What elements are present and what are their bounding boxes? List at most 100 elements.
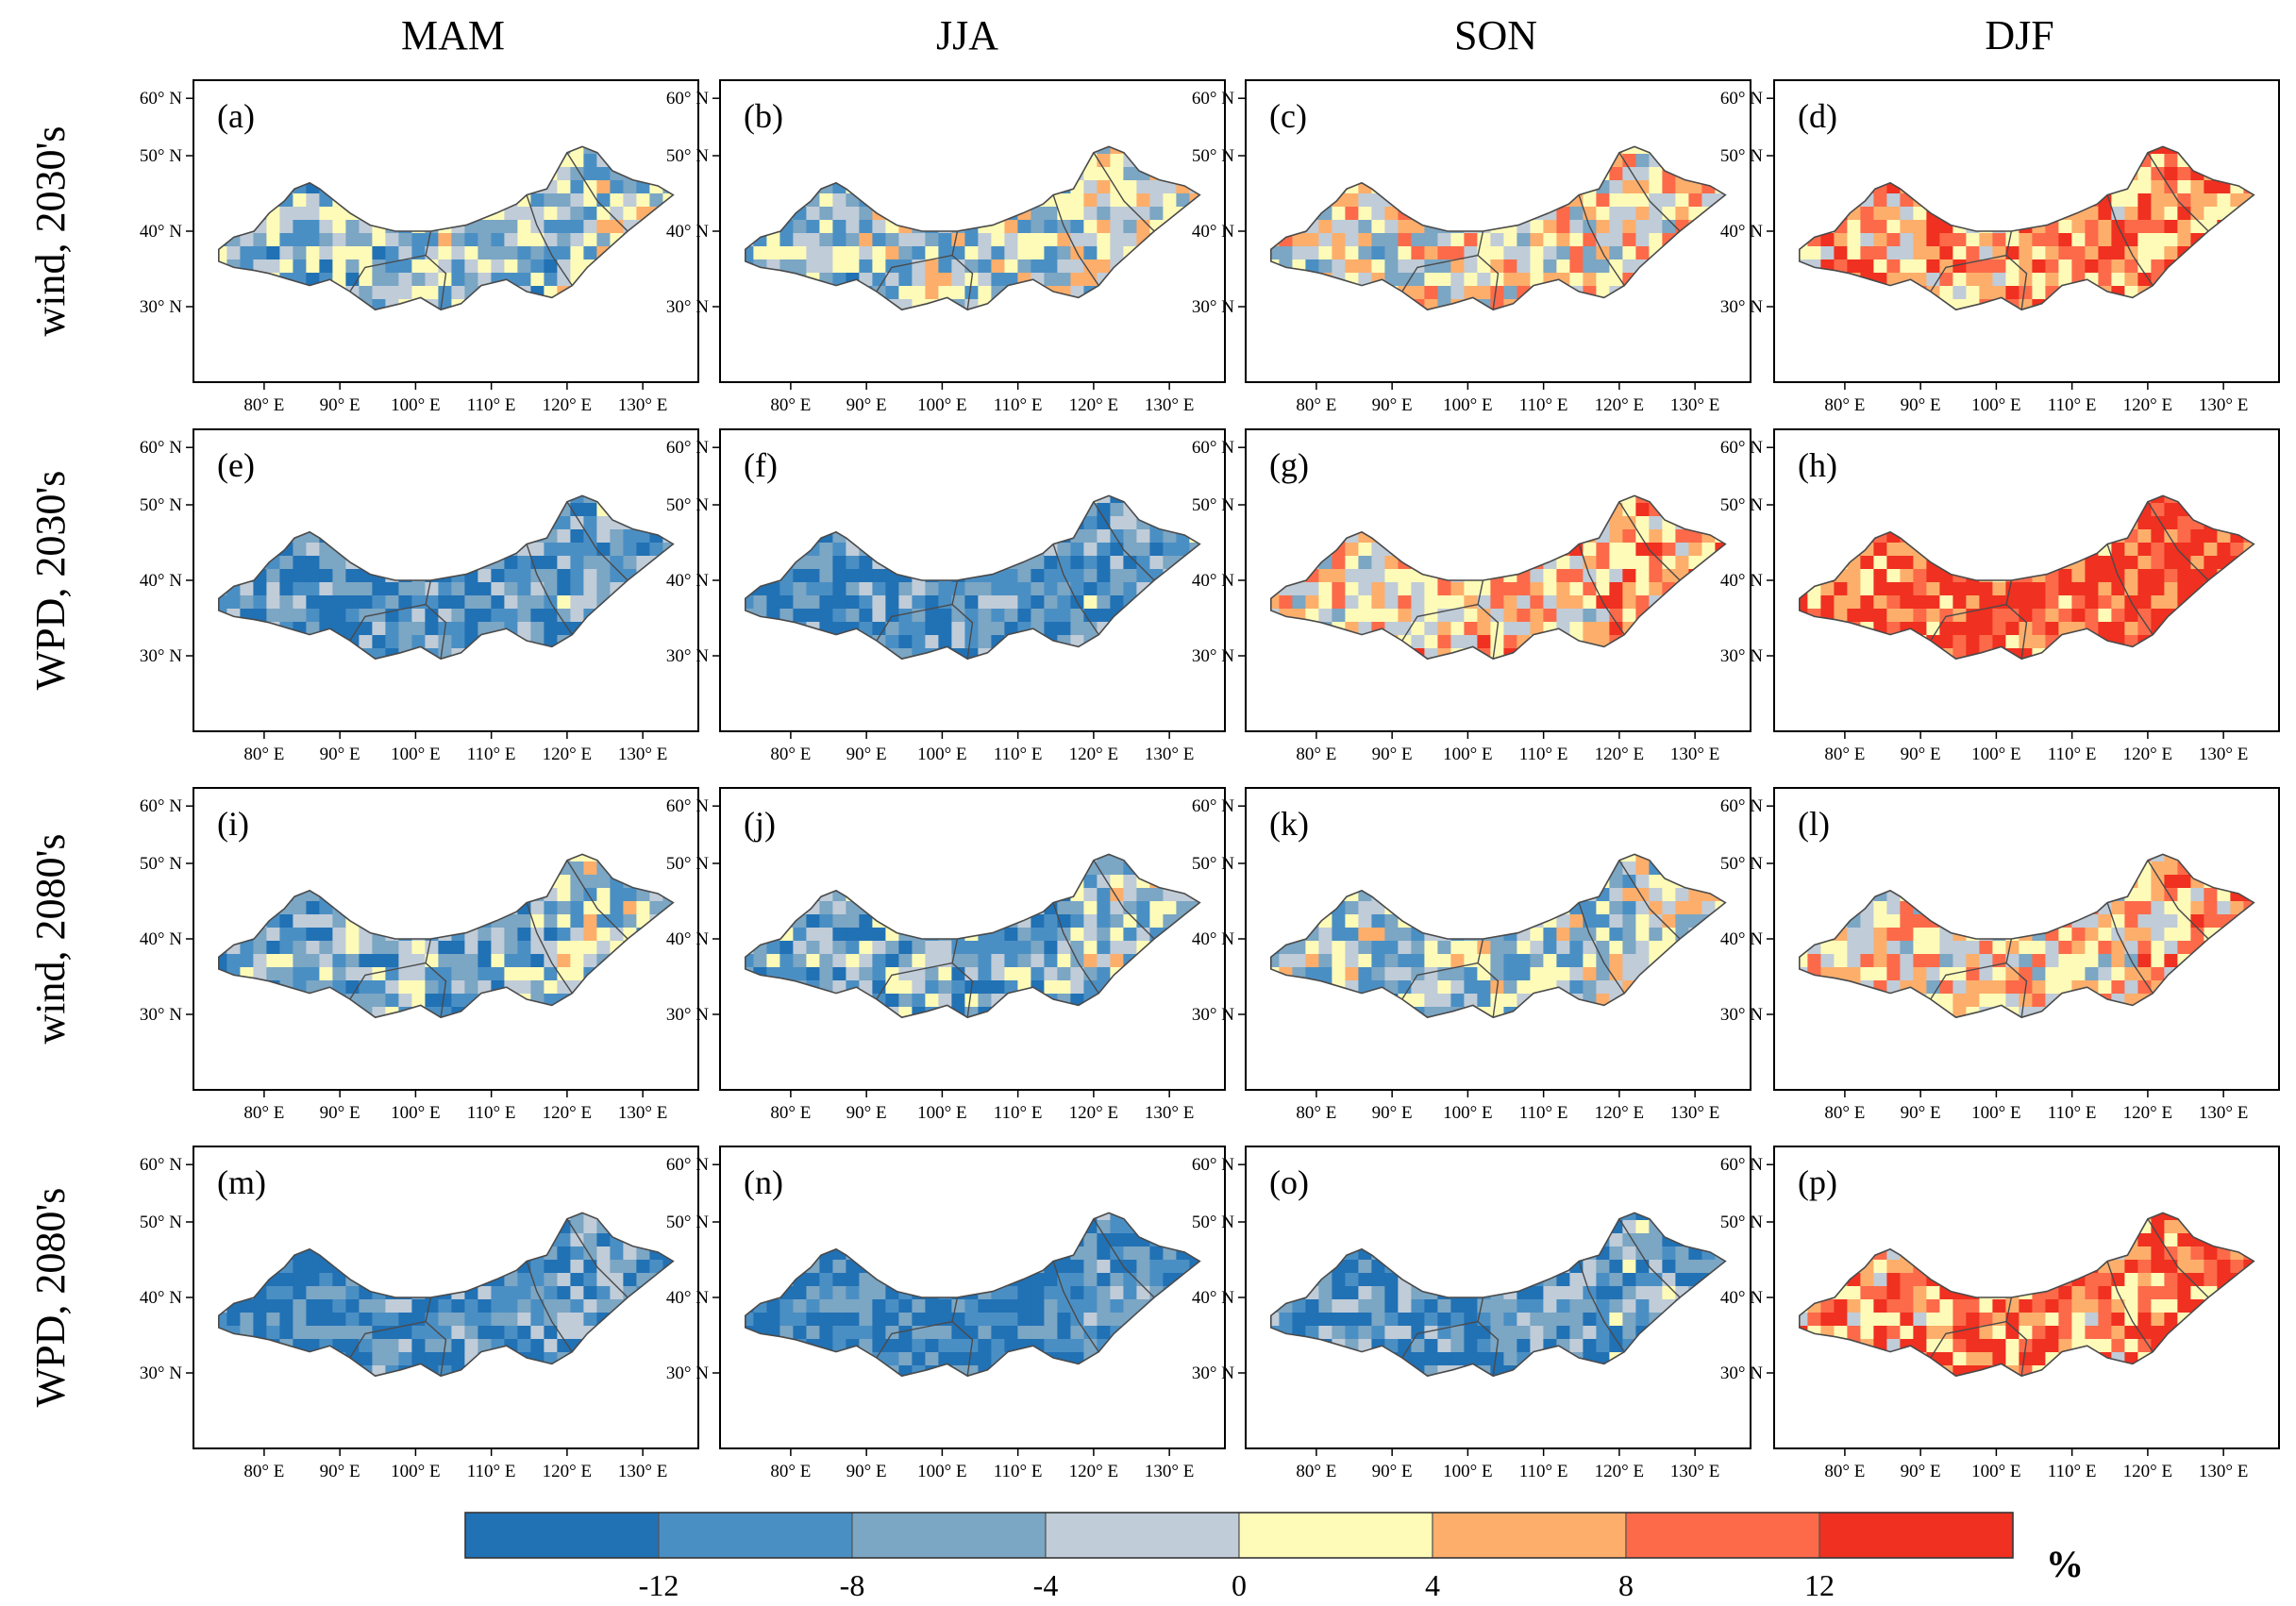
lat-tick-label: 60° N	[140, 89, 182, 109]
lat-tick-label: 50° N	[666, 146, 709, 166]
lon-tick-label: 80° E	[770, 1462, 811, 1481]
map-panel: (c) 60° N 50° N 40° N 30° N 80° E 90° E 100° E 1…	[1192, 79, 1751, 415]
lat-tick-label: 50° N	[1720, 495, 1763, 515]
lon-tick-label: 110° E	[1519, 1103, 1568, 1123]
province-boundary	[1930, 254, 2007, 293]
lon-tick-label: 80° E	[243, 1103, 284, 1123]
row-title: wind, 2080's	[27, 833, 74, 1044]
lat-tick-label: 60° N	[1720, 1155, 1763, 1175]
lat-tick-label: 40° N	[140, 222, 182, 242]
lon-tick-label: 100° E	[917, 744, 966, 764]
lon-tick-label: 80° E	[770, 395, 811, 415]
lon-tick-label: 80° E	[770, 744, 811, 764]
lat-tick-label: 50° N	[666, 495, 709, 515]
lon-tick-label: 120° E	[2123, 744, 2172, 764]
colorbar-tick-label: -12	[639, 1568, 679, 1602]
region-outline	[744, 145, 1201, 311]
province-boundary	[1930, 962, 2007, 1000]
lon-tick-label: 100° E	[391, 395, 440, 415]
lat-tick-label: 60° N	[666, 1155, 709, 1175]
panel-letter: (b)	[744, 97, 783, 135]
lat-tick-label: 60° N	[666, 89, 709, 109]
lon-tick-label: 100° E	[1443, 744, 1492, 764]
colorbar-tick-label: 0	[1232, 1568, 1247, 1602]
lon-tick-label: 100° E	[917, 1103, 966, 1123]
province-boundary	[1618, 1218, 1681, 1298]
lat-tick-label: 50° N	[140, 1213, 182, 1232]
lon-tick-label: 120° E	[2123, 1103, 2172, 1123]
lon-tick-label: 100° E	[917, 395, 966, 415]
lon-tick-label: 100° E	[1971, 1462, 2020, 1481]
lat-tick-label: 60° N	[1192, 1155, 1234, 1175]
province-boundary	[566, 501, 628, 581]
colorbar-swatch	[851, 1512, 1047, 1559]
map-panel: (g) 60° N 50° N 40° N 30° N 80° E 90° E 100° E 1…	[1192, 428, 1751, 764]
panel-letter: (k)	[1269, 805, 1309, 843]
map-panel: (d) 60° N 50° N 40° N 30° N 80° E 90° E 100° E 1…	[1720, 79, 2280, 415]
lat-tick-label: 30° N	[666, 1005, 709, 1025]
lon-tick-label: 130° E	[1670, 395, 1719, 415]
province-boundary	[2005, 230, 2028, 310]
lon-tick-label: 90° E	[1372, 744, 1413, 764]
province-boundary	[425, 579, 447, 660]
lat-tick-label: 60° N	[1720, 796, 1763, 816]
province-boundary	[1578, 902, 1625, 994]
lon-tick-label: 100° E	[1443, 1462, 1492, 1481]
lat-tick-label: 60° N	[1192, 796, 1234, 816]
lat-tick-label: 50° N	[1192, 854, 1234, 874]
province-boundary	[425, 938, 447, 1018]
lat-tick-label: 40° N	[1192, 929, 1234, 949]
province-boundary	[1578, 194, 1625, 286]
lon-tick-label: 130° E	[1145, 1103, 1194, 1123]
lon-tick-label: 110° E	[2048, 395, 2097, 415]
lon-tick-label: 80° E	[243, 1462, 284, 1481]
lon-tick-label: 120° E	[543, 1103, 592, 1123]
lon-tick-label: 80° E	[1824, 395, 1865, 415]
lat-tick-label: 40° N	[140, 1288, 182, 1308]
region-outline	[1270, 853, 1727, 1019]
lat-tick-label: 50° N	[1720, 146, 1763, 166]
province-boundary	[1930, 1320, 2007, 1359]
province-boundary	[1401, 1320, 1479, 1359]
lon-tick-label: 120° E	[2123, 395, 2172, 415]
province-boundary	[1618, 860, 1681, 940]
lat-tick-label: 40° N	[1720, 222, 1763, 242]
lat-tick-label: 30° N	[140, 646, 182, 666]
lat-tick-label: 30° N	[140, 297, 182, 317]
lat-tick-label: 40° N	[666, 222, 709, 242]
panel-letter: (m)	[217, 1163, 266, 1201]
column-title: SON	[1454, 12, 1537, 59]
lon-tick-label: 120° E	[1069, 1462, 1118, 1481]
lon-tick-label: 90° E	[1372, 395, 1413, 415]
panel-letter: (f)	[744, 446, 778, 484]
province-boundary	[876, 603, 953, 642]
colorbar-tick-label: 12	[1804, 1568, 1835, 1602]
lon-tick-label: 110° E	[467, 744, 516, 764]
panel-letter: (h)	[1798, 446, 1837, 484]
lon-tick-label: 110° E	[2048, 1103, 2097, 1123]
province-boundary	[1578, 544, 1625, 635]
lat-tick-label: 50° N	[1192, 146, 1234, 166]
lon-tick-label: 80° E	[1824, 744, 1865, 764]
province-boundary	[2147, 860, 2209, 940]
lon-tick-label: 120° E	[1069, 395, 1118, 415]
region-outline	[1799, 853, 2255, 1019]
province-boundary	[526, 902, 573, 994]
colorbar-swatch	[464, 1512, 660, 1559]
lon-tick-label: 80° E	[243, 395, 284, 415]
region-outline	[218, 494, 675, 661]
lon-tick-label: 90° E	[1901, 1103, 1941, 1123]
lat-tick-label: 60° N	[140, 1155, 182, 1175]
map-panel: (p) 60° N 50° N 40° N 30° N 80° E 90° E 100° E 1…	[1720, 1146, 2280, 1481]
province-boundary	[566, 860, 628, 940]
lat-tick-label: 30° N	[666, 1363, 709, 1383]
lon-tick-label: 90° E	[846, 744, 887, 764]
lon-tick-label: 110° E	[467, 395, 516, 415]
lon-tick-label: 110° E	[994, 1103, 1043, 1123]
map-panel: (e) 60° N 50° N 40° N 30° N 80° E 90° E 100° E 1…	[140, 428, 699, 764]
lon-tick-label: 80° E	[1824, 1462, 1865, 1481]
lon-tick-label: 110° E	[1519, 395, 1568, 415]
province-boundary	[566, 152, 628, 232]
province-boundary	[2106, 902, 2154, 994]
lon-tick-label: 90° E	[1901, 1462, 1941, 1481]
